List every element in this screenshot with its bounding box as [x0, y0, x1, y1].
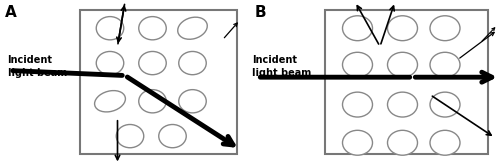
Ellipse shape [342, 52, 372, 77]
Ellipse shape [96, 17, 124, 40]
Text: A: A [5, 5, 17, 20]
Ellipse shape [94, 91, 126, 112]
Text: Incident
light beam: Incident light beam [252, 55, 312, 78]
Ellipse shape [342, 16, 372, 41]
Ellipse shape [388, 52, 418, 77]
Ellipse shape [159, 124, 186, 148]
Ellipse shape [342, 130, 372, 155]
Text: Incident
light beam: Incident light beam [8, 55, 67, 78]
Ellipse shape [179, 51, 206, 75]
Ellipse shape [116, 124, 144, 148]
Bar [80, 10, 237, 154]
Ellipse shape [139, 51, 166, 75]
Ellipse shape [342, 92, 372, 117]
Ellipse shape [139, 17, 166, 40]
Ellipse shape [430, 16, 460, 41]
Ellipse shape [388, 92, 418, 117]
Bar [325, 10, 488, 154]
Ellipse shape [96, 51, 124, 75]
Ellipse shape [388, 130, 418, 155]
Ellipse shape [178, 17, 208, 39]
Ellipse shape [430, 52, 460, 77]
Ellipse shape [179, 90, 206, 113]
Ellipse shape [430, 92, 460, 117]
Text: B: B [255, 5, 266, 20]
Ellipse shape [388, 16, 418, 41]
Ellipse shape [139, 90, 166, 113]
Ellipse shape [430, 130, 460, 155]
